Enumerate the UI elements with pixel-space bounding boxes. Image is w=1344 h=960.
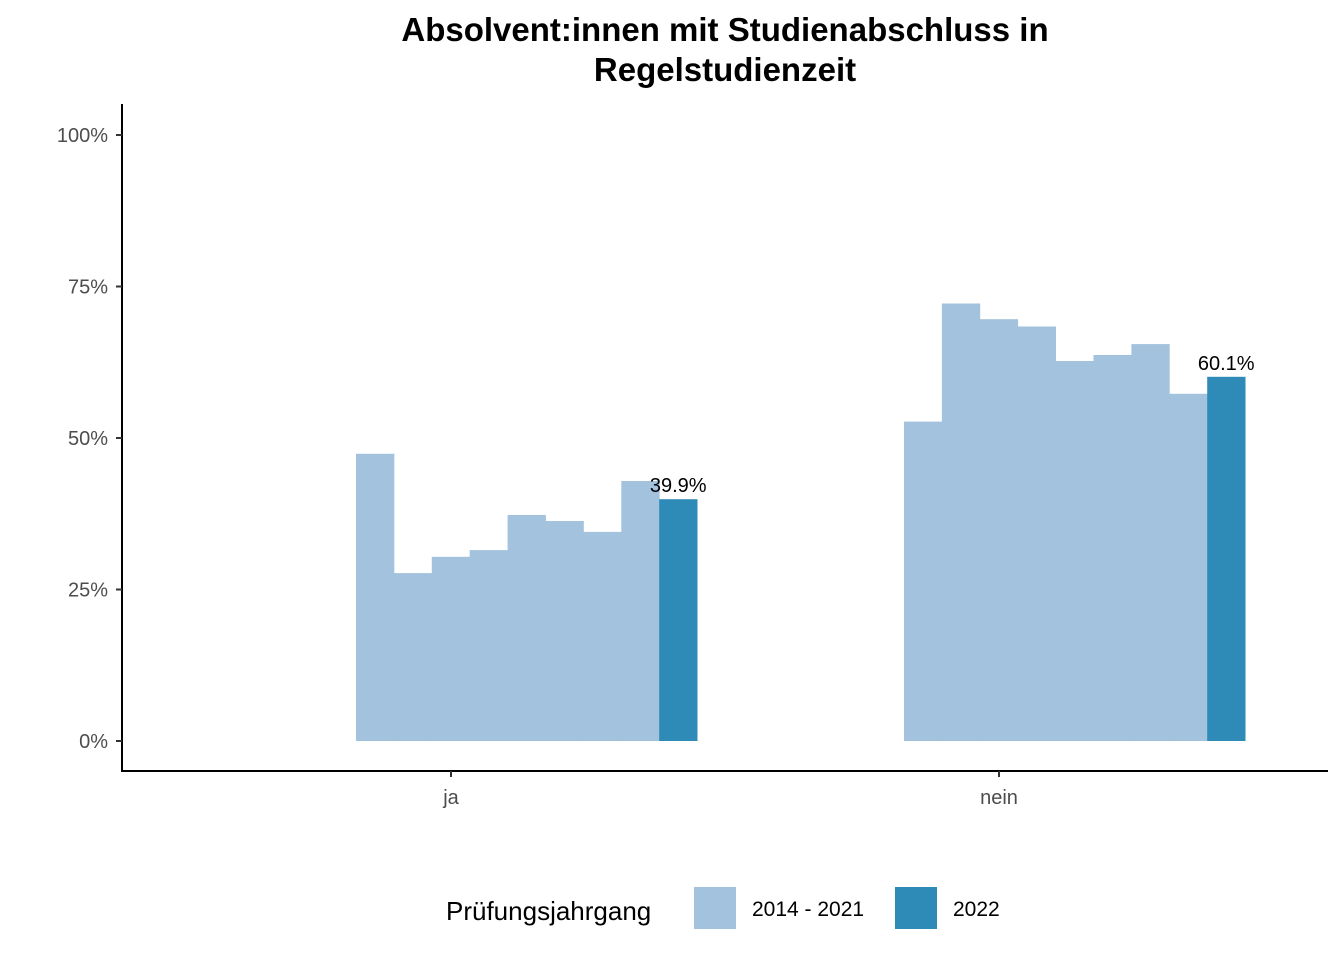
bar-nein-hist-1 <box>941 303 981 741</box>
chart-title-line-2: Regelstudienzeit <box>594 51 856 88</box>
bar-nein-hist-3 <box>1017 326 1056 741</box>
legend-label-2022: 2022 <box>953 898 1000 921</box>
x-tick-label-nein: nein <box>980 787 1018 809</box>
data-labels: 39.9% 60.1% <box>650 353 1255 497</box>
legend-swatch-2022 <box>895 887 937 929</box>
x-axis: ja nein <box>121 770 1328 809</box>
bar-nein-hist-0 <box>904 421 943 741</box>
chart-title-line-1: Absolvent:innen mit Studienabschluss in <box>401 11 1048 48</box>
bar-ja-hist-6 <box>583 531 622 741</box>
bar-ja-hist-2 <box>431 556 471 741</box>
y-tick-label: 50% <box>68 428 108 450</box>
bar-nein-hist-2 <box>979 319 1019 741</box>
bar-nein-hist-6 <box>1131 344 1170 741</box>
y-tick-label: 25% <box>68 580 108 602</box>
bar-ja-hist-1 <box>393 573 433 741</box>
bar-ja-hist-5 <box>545 521 584 741</box>
bar-nein-hist-5 <box>1093 355 1132 741</box>
bars <box>356 303 1246 741</box>
legend-label-2014-2021: 2014 - 2021 <box>752 898 864 921</box>
data-label-nein: 60.1% <box>1198 353 1255 375</box>
bar-nein-hist-4 <box>1055 361 1094 741</box>
chart-title: Absolvent:innen mit Studienabschluss in … <box>401 11 1048 88</box>
bar-ja-hist-3 <box>469 550 508 741</box>
y-tick-label: 100% <box>57 125 108 147</box>
bar-nein-2022 <box>1207 376 1246 741</box>
x-tick-label-ja: ja <box>442 787 459 809</box>
bar-ja-hist-0 <box>356 453 395 741</box>
data-label-ja: 39.9% <box>650 475 707 497</box>
y-tick-label: 75% <box>68 277 108 299</box>
bar-ja-hist-7 <box>621 481 660 741</box>
legend-title: Prüfungsjahrgang <box>446 896 651 926</box>
legend-swatch-2014-2021 <box>694 887 736 929</box>
bar-ja-2022 <box>659 499 698 741</box>
legend: Prüfungsjahrgang 2014 - 2021 2022 <box>446 887 1000 929</box>
y-tick-label: 0% <box>79 731 108 753</box>
bar-nein-hist-7 <box>1169 393 1208 741</box>
y-axis: 0% 25% 50% 75% 100% <box>57 104 123 771</box>
bar-ja-hist-4 <box>507 515 546 741</box>
